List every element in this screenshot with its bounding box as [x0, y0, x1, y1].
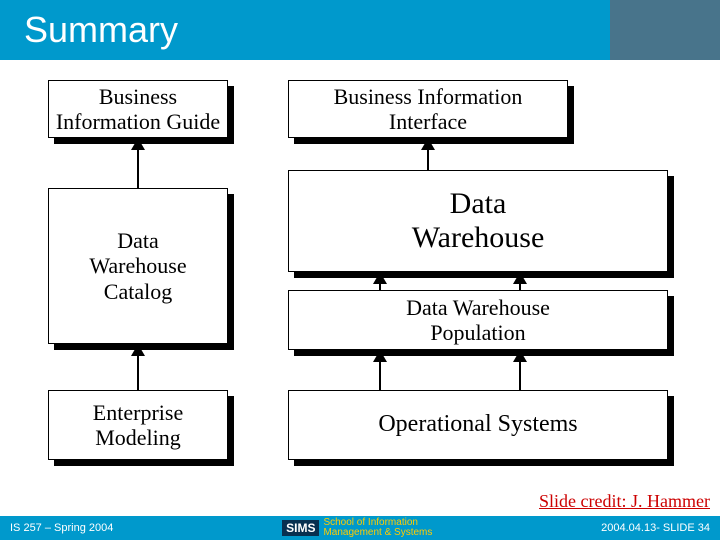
box-os: Operational Systems: [288, 390, 668, 460]
footer-right: 2004.04.13- SLIDE 34: [601, 522, 710, 534]
arrow-stem-os_left: [379, 361, 381, 390]
arrow-stem-em: [137, 355, 139, 390]
box-label-dw: DataWarehouse: [412, 187, 545, 256]
box-label-os: Operational Systems: [378, 411, 577, 439]
box-label-em: EnterpriseModeling: [93, 400, 183, 451]
diagram-area: BusinessInformation Guide Business Inform…: [0, 60, 720, 500]
box-dw: DataWarehouse: [288, 170, 668, 272]
arrow-stem-dwp_left: [379, 283, 381, 290]
footer-logo: SIMS School of Information Management & …: [282, 518, 432, 538]
box-em: EnterpriseModeling: [48, 390, 228, 460]
box-label-dwp: Data WarehousePopulation: [406, 295, 550, 346]
arrow-stem-dw: [427, 149, 429, 170]
box-dwc: DataWarehouseCatalog: [48, 188, 228, 344]
box-label-dwc: DataWarehouseCatalog: [89, 228, 186, 304]
footer-bar: IS 257 – Spring 2004 SIMS School of Info…: [0, 516, 720, 540]
logo-sub: School of Information Management & Syste…: [323, 518, 432, 538]
title-bar: Summary: [0, 0, 720, 60]
header-image-placeholder: [610, 0, 720, 60]
box-label-bii: Business InformationInterface: [334, 84, 523, 135]
box-bii: Business InformationInterface: [288, 80, 568, 138]
arrow-stem-dwc: [137, 149, 139, 188]
logo-main: SIMS: [282, 520, 319, 536]
arrow-stem-dwp_right: [519, 283, 521, 290]
arrow-stem-os_right: [519, 361, 521, 390]
slide-title: Summary: [24, 9, 178, 51]
box-big: BusinessInformation Guide: [48, 80, 228, 138]
box-dwp: Data WarehousePopulation: [288, 290, 668, 350]
box-label-big: BusinessInformation Guide: [56, 84, 220, 135]
footer-left: IS 257 – Spring 2004: [10, 522, 113, 534]
slide-credit: Slide credit: J. Hammer: [539, 491, 710, 512]
